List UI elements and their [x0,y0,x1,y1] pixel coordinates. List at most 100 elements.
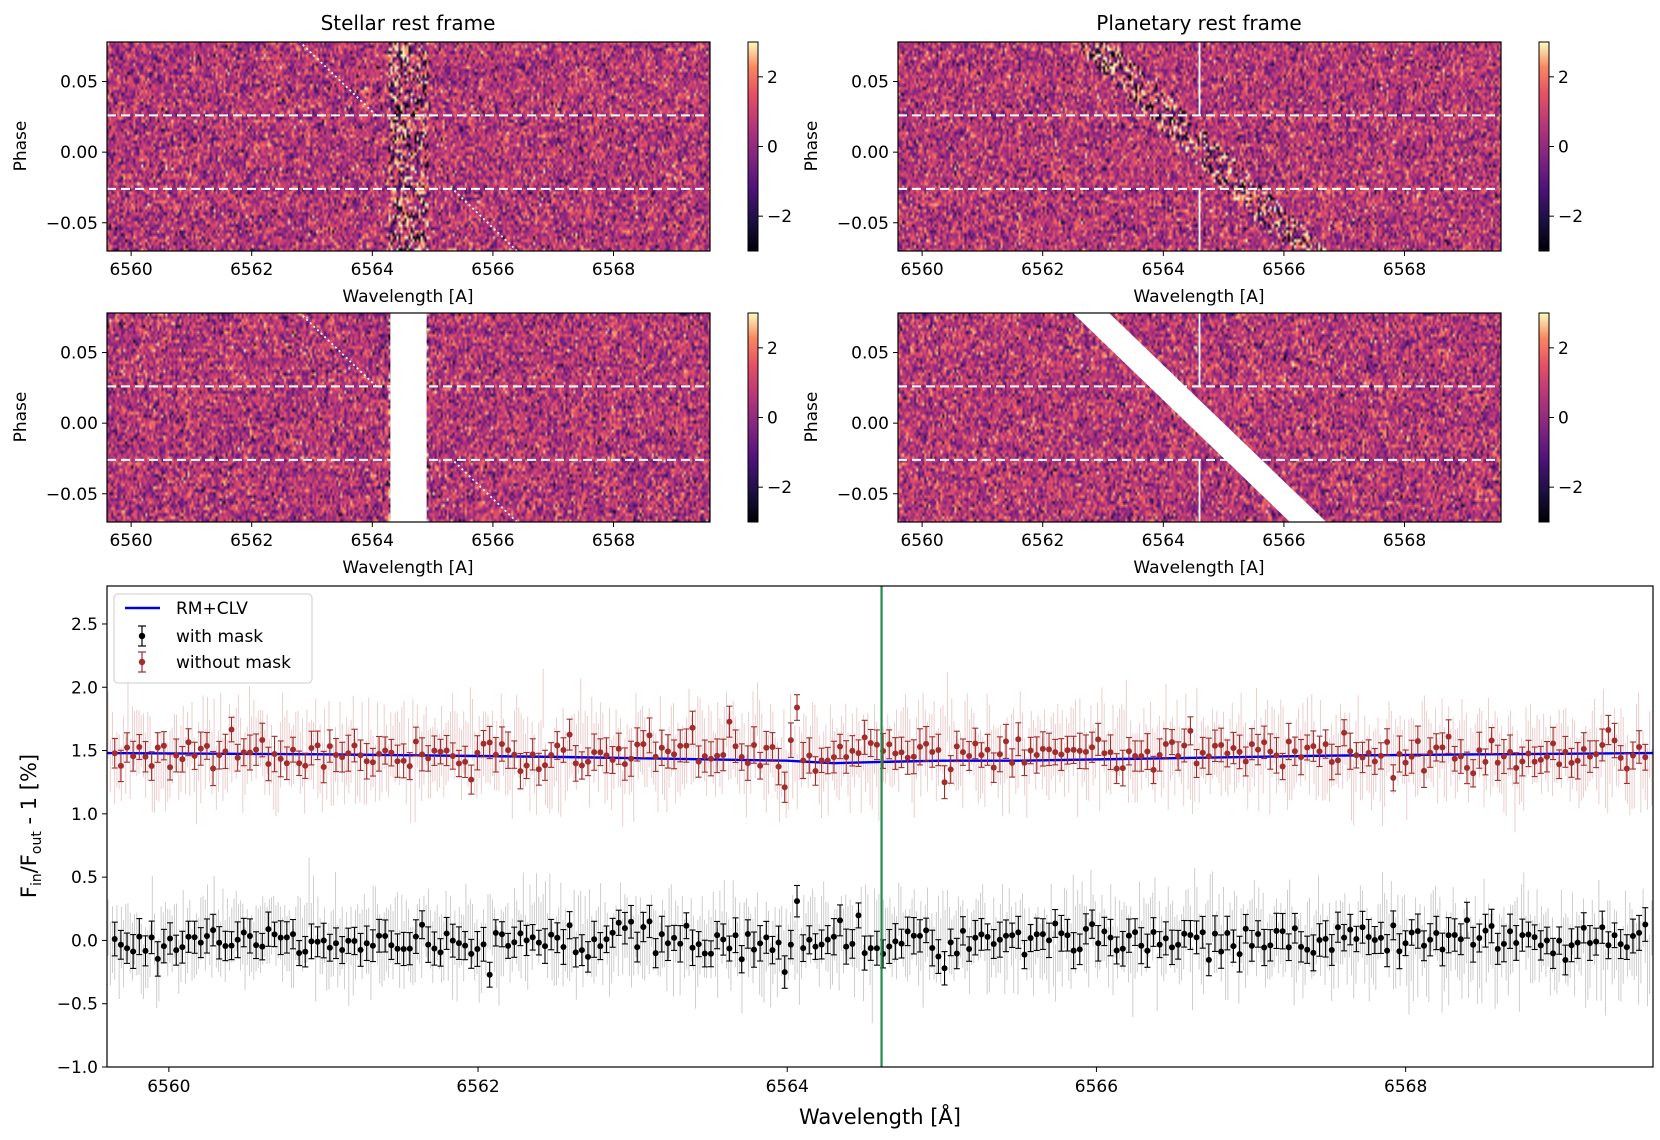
data-point [1396,735,1403,773]
data-point [1543,926,1550,955]
marker [1119,945,1126,952]
data-point [1070,735,1077,764]
data-point [419,910,426,940]
data-point [1248,929,1255,962]
data-point [1242,913,1249,944]
marker [296,950,303,957]
data-point [1636,730,1643,764]
data-point [843,928,850,965]
data-point [910,739,917,775]
data-point [990,929,997,959]
data-point [849,735,856,767]
data-point [892,737,899,770]
marker [1556,937,1563,944]
marker [1193,934,1200,941]
data-point [1187,920,1194,950]
data-point [1039,918,1046,950]
marker [1390,922,1397,929]
data-point [363,925,370,962]
data-point [449,742,456,770]
data-point [1371,747,1378,775]
panel-top-right: Planetary rest frame 6560 6562 6564 6566 656… [802,11,1583,307]
data-point [548,918,555,951]
marker [566,922,573,929]
data-point [1095,722,1102,756]
data-point [1470,926,1477,963]
data-point [800,741,807,780]
marker [1107,934,1114,941]
marker [1027,935,1034,942]
colorbar-tick-label: −2 [1558,207,1583,227]
marker [763,744,770,751]
colorbar-scale [747,41,759,252]
data-point [757,925,764,962]
data-point [1420,930,1427,962]
marker [609,929,616,936]
data-point [1113,936,1120,965]
data-point [935,733,942,767]
data-point [935,939,942,974]
data-point [1525,921,1532,948]
marker [603,936,610,943]
data-point [640,911,647,943]
data-point [486,961,493,988]
marker [542,943,549,950]
data-point [203,731,210,760]
marker [412,738,419,745]
marker [1211,930,1218,937]
data-point [117,929,124,960]
marker [173,752,180,759]
data-point [1531,924,1538,951]
data-point [916,728,923,766]
marker [873,741,880,748]
data-point [302,935,309,968]
marker [1476,747,1483,754]
data-point [1359,741,1366,774]
marker [1064,747,1071,754]
marker [1095,940,1102,947]
data-point [640,730,647,759]
data-point [228,931,235,961]
marker [1181,742,1188,749]
marker [1494,945,1501,952]
marker [419,751,426,758]
y-tick-label: 0.05 [851,73,889,93]
marker [1500,753,1507,760]
data-point [677,925,684,963]
marker [406,763,413,770]
marker [449,937,456,944]
marker [646,732,653,739]
data-point [1267,733,1274,770]
data-point [947,755,954,784]
x-tick-label: 6566 [471,260,514,280]
marker [818,941,825,948]
marker [382,932,389,939]
marker [794,704,801,711]
colorbar: −2 0 2 [1538,312,1583,523]
data-point [1230,731,1237,765]
marker [289,931,296,938]
data-point [277,920,284,956]
marker [1261,739,1268,746]
marker [142,947,149,954]
marker [1341,729,1348,736]
data-point [787,929,794,960]
marker [1033,931,1040,938]
marker [1580,924,1587,931]
data-point [431,931,438,966]
marker [1334,757,1341,764]
data-point [652,938,659,969]
data-point [253,931,260,960]
data-point [1267,929,1274,962]
data-point [1328,743,1335,781]
marker [1107,749,1114,756]
data-point [130,740,137,772]
marker [406,945,413,952]
marker [873,945,880,952]
data-point [259,722,266,758]
marker [984,933,991,940]
legend: RM+CLV with mask without mask [113,593,313,684]
marker [357,752,364,759]
data-point [1543,740,1550,773]
colorbar-tick-label: −2 [1558,478,1583,498]
